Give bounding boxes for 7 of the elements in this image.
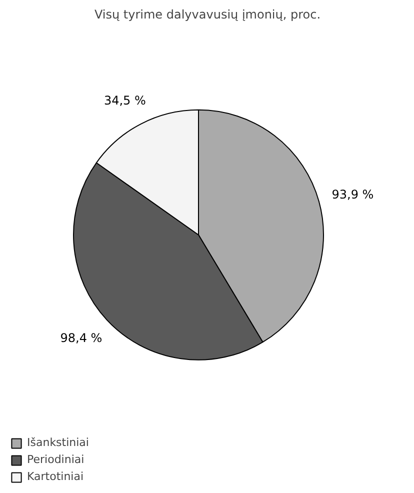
data-label: 93,9 % (332, 187, 374, 202)
chart-title: Visų tyrime dalyvavusių įmonių, proc. (94, 8, 321, 22)
legend-label: Kartotiniai (27, 470, 84, 483)
legend-label: Išankstiniai (27, 436, 89, 449)
legend-label: Periodiniai (27, 453, 84, 466)
data-label: 34,5 % (104, 93, 146, 108)
data-label: 98,4 % (60, 330, 102, 345)
